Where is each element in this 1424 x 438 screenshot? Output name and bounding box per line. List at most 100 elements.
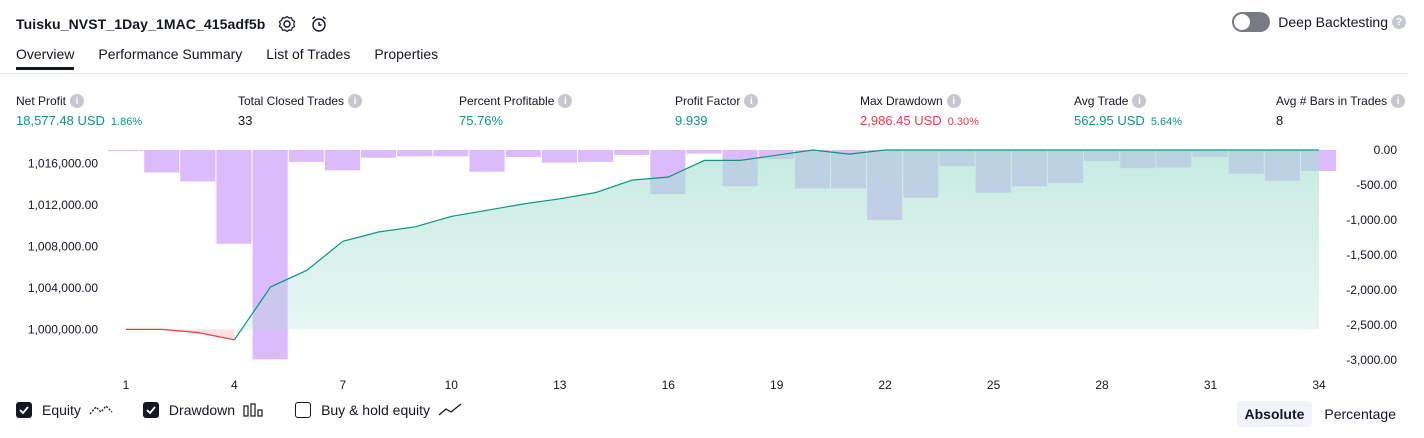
metric-value: 18,577.48 USD xyxy=(16,113,105,128)
metric-label: Net Profit xyxy=(16,94,67,108)
metric-percent: 5.64% xyxy=(1150,116,1183,128)
equity-loss-area xyxy=(126,329,235,340)
x-axis-tick-label: 25 xyxy=(987,378,1001,392)
drawdown-bar xyxy=(397,150,433,157)
legend-label: Equity xyxy=(42,402,81,418)
x-axis-tick-label: 4 xyxy=(231,378,238,392)
x-axis-tick-label: 31 xyxy=(1204,378,1218,392)
chart-legend: Equity Drawdown Buy & hold equity xyxy=(16,402,492,418)
x-axis-tick-label: 22 xyxy=(878,378,892,392)
report-tabs: Overview Performance Summary List of Tra… xyxy=(16,46,462,70)
equity-area xyxy=(234,150,1319,340)
x-axis-tick-label: 19 xyxy=(770,378,784,392)
metric-net-profit: Net Profit i 18,577.48 USD 1.86% xyxy=(16,94,142,128)
drawdown-bar xyxy=(324,150,360,171)
alarm-clock-add-icon[interactable] xyxy=(309,14,329,34)
metric-label: Percent Profitable xyxy=(459,94,555,108)
info-icon[interactable]: i xyxy=(1391,94,1406,108)
absolute-button[interactable]: Absolute xyxy=(1236,401,1313,427)
metric-total-closed-trades: Total Closed Trades i 33 xyxy=(238,94,363,128)
metric-value: 9.939 xyxy=(675,113,708,128)
metric-label: Avg # Bars in Trades xyxy=(1276,94,1388,108)
legend-drawdown[interactable]: Drawdown xyxy=(142,402,265,418)
buy-hold-line-icon xyxy=(438,403,462,417)
metric-percent: 0.30% xyxy=(947,116,979,128)
x-axis-tick-label: 28 xyxy=(1095,378,1109,392)
tab-overview[interactable]: Overview xyxy=(16,46,75,70)
metric-avg-trade: Avg Trade i 562.95 USD 5.64% xyxy=(1074,94,1182,128)
deep-backtesting-label: Deep Backtesting xyxy=(1278,14,1388,30)
drawdown-bar xyxy=(541,150,577,163)
tab-properties[interactable]: Properties xyxy=(374,46,439,62)
x-axis-tick-label: 34 xyxy=(1312,378,1326,392)
info-icon[interactable]: i xyxy=(348,94,363,108)
left-axis-tick-label: 1,008,000.00 xyxy=(28,240,98,254)
drawdown-bar xyxy=(288,150,324,162)
drawdown-bars-icon xyxy=(243,403,265,417)
toggle-knob xyxy=(1234,14,1251,30)
metric-avg-bars-in-trades: Avg # Bars in Trades i 8 xyxy=(1276,94,1406,128)
scale-mode-switch: Absolute Percentage xyxy=(1233,401,1405,427)
equity-line xyxy=(233,149,1319,341)
drawdown-bar xyxy=(108,150,144,152)
left-axis-tick-label: 1,000,000.00 xyxy=(28,322,98,336)
metric-label: Profit Factor xyxy=(675,94,741,108)
info-icon[interactable]: i xyxy=(744,94,759,108)
tab-list-of-trades[interactable]: List of Trades xyxy=(266,46,351,62)
metric-label: Total Closed Trades xyxy=(238,94,345,108)
metric-label: Avg Trade xyxy=(1074,94,1129,108)
info-icon[interactable]: i xyxy=(946,94,961,108)
settings-gear-icon[interactable] xyxy=(277,14,297,34)
metric-percent: 1.86% xyxy=(110,116,143,128)
right-axis-tick-label: -3,000.00 xyxy=(1346,353,1397,367)
deep-backtesting-control: Deep Backtesting ? xyxy=(1232,12,1406,32)
report-header: Tuisku_NVST_1Day_1MAC_415adf5b xyxy=(16,10,329,38)
right-axis-tick-label: -500.00 xyxy=(1356,178,1397,192)
drawdown-bar xyxy=(614,150,650,155)
legend-equity[interactable]: Equity xyxy=(16,402,113,418)
right-axis-tick-label: -2,500.00 xyxy=(1346,318,1397,332)
right-axis-tick-label: -1,500.00 xyxy=(1346,248,1397,262)
legend-buy-hold-equity[interactable]: Buy & hold equity xyxy=(295,402,462,418)
info-icon[interactable]: i xyxy=(1132,94,1147,108)
x-axis-tick-label: 13 xyxy=(553,378,567,392)
equity-drawdown-chart: 1,000,000.00 1,004,000.00 1,008,000.00 1,01… xyxy=(28,143,1398,392)
x-axis-tick-label: 16 xyxy=(662,378,676,392)
drawdown-bar xyxy=(180,150,216,182)
metric-value: 2,986.45 USD xyxy=(860,113,942,128)
x-axis-tick-label: 1 xyxy=(123,378,130,392)
equity-line-loss xyxy=(126,328,235,341)
drawdown-bar xyxy=(505,150,541,157)
drawdown-bar xyxy=(469,150,505,172)
metrics-strip: Net Profit i 18,577.48 USD 1.86% Total Clo… xyxy=(0,94,1424,134)
checkbox-unchecked-icon[interactable] xyxy=(295,402,312,418)
right-axis-tick-label: 0.00 xyxy=(1374,143,1398,157)
x-axis-tick-label: 10 xyxy=(445,378,459,392)
info-icon[interactable]: i xyxy=(558,94,573,108)
metric-value: 75.76% xyxy=(459,113,504,128)
x-axis-tick-label: 7 xyxy=(340,378,347,392)
metric-label: Max Drawdown xyxy=(860,94,943,108)
drawdown-bar xyxy=(686,150,722,154)
tab-performance-summary[interactable]: Performance Summary xyxy=(98,46,243,62)
metric-value: 562.95 USD xyxy=(1074,113,1145,128)
info-icon[interactable]: i xyxy=(70,94,85,108)
metric-value: 8 xyxy=(1276,113,1284,128)
right-axis-tick-label: -1,000.00 xyxy=(1346,213,1397,227)
left-axis-tick-label: 1,016,000.00 xyxy=(28,157,98,171)
metric-value: 33 xyxy=(238,113,253,128)
metric-profit-factor: Profit Factor i 9.939 xyxy=(675,94,759,128)
info-icon[interactable]: ? xyxy=(1392,15,1406,29)
percentage-button[interactable]: Percentage xyxy=(1324,406,1396,422)
legend-label: Buy & hold equity xyxy=(321,402,431,418)
metric-max-drawdown: Max Drawdown i 2,986.45 USD 0.30% xyxy=(860,94,979,128)
left-axis-tick-label: 1,012,000.00 xyxy=(28,198,98,212)
checkbox-checked-icon[interactable] xyxy=(16,402,32,418)
checkbox-checked-icon[interactable] xyxy=(142,402,159,418)
strategy-title: Tuisku_NVST_1Day_1MAC_415adf5b xyxy=(16,16,266,32)
legend-label: Drawdown xyxy=(168,402,236,418)
equity-line-icon xyxy=(89,403,113,417)
deep-backtesting-toggle[interactable] xyxy=(1232,12,1271,32)
tabs-divider xyxy=(0,73,1408,74)
right-axis-tick-label: -2,000.00 xyxy=(1346,283,1397,297)
